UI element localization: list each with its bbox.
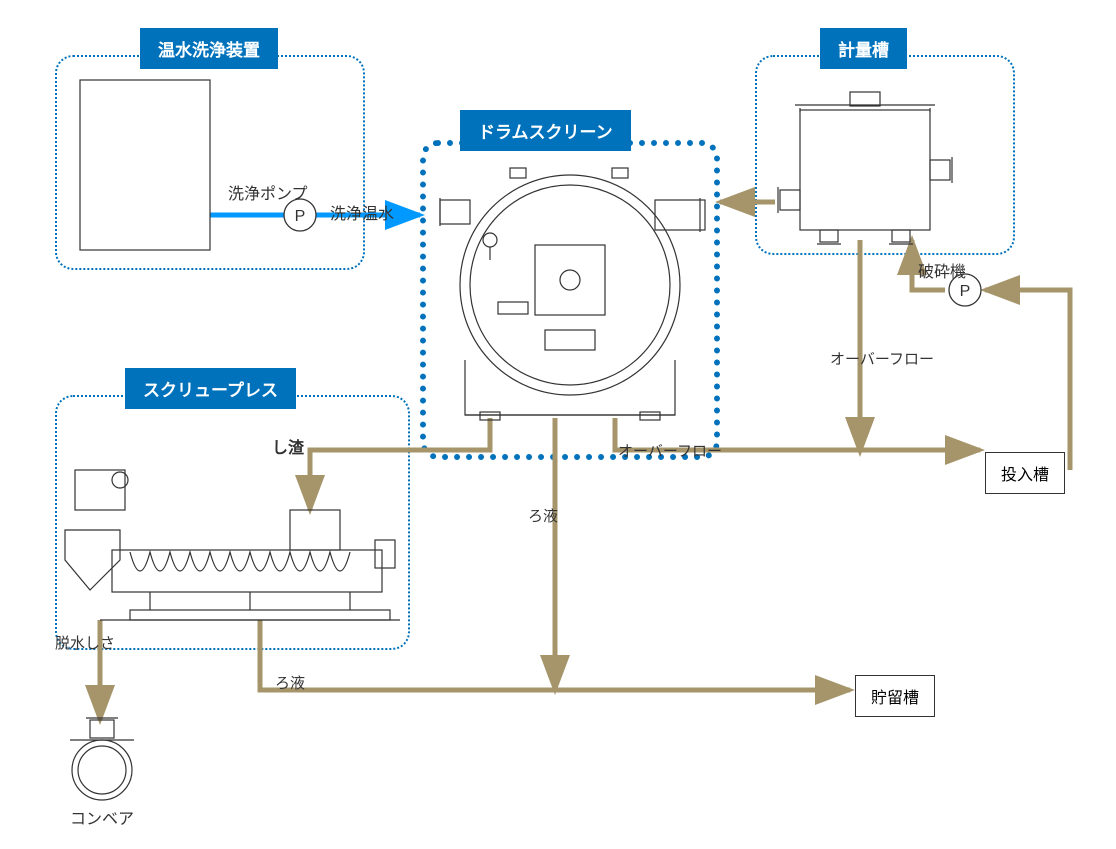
flow-drum-residue-to-press [310, 418, 490, 510]
equipment-drum-screen [440, 168, 705, 420]
label-residue: し渣 [272, 434, 304, 458]
label-wash-pump: 洗浄ポンプ [228, 180, 308, 204]
equipment-conveyor [70, 718, 134, 800]
diagram-stage: 温水洗浄装置 ドラムスクリーン 計量槽 スクリュープレス [0, 0, 1116, 849]
label-filtrate-1: ろ液 [528, 505, 558, 526]
flow-input-to-crusher-p [985, 290, 1070, 470]
label-overflow-1: オーバーフロー [830, 348, 934, 369]
label-overflow-2: オーバーフロー [618, 440, 722, 461]
svg-text:P: P [295, 208, 306, 225]
box-storage-tank: 貯留槽 [855, 675, 935, 717]
label-filtrate-2: ろ液 [275, 672, 305, 693]
equipment-measuring-tank [778, 92, 952, 244]
box-input-tank: 投入槽 [985, 452, 1065, 494]
label-conveyor: コンベア [70, 805, 134, 829]
svg-text:P: P [960, 283, 971, 300]
label-dewatered: 脱水しさ [55, 632, 115, 653]
equipment-hot-water-washer [80, 80, 210, 250]
label-crusher: 破砕機 [918, 258, 966, 282]
flow-layer: P P [0, 0, 1116, 849]
label-wash-hot-water: 洗浄温水 [330, 200, 394, 224]
equipment-screw-press [65, 470, 400, 620]
